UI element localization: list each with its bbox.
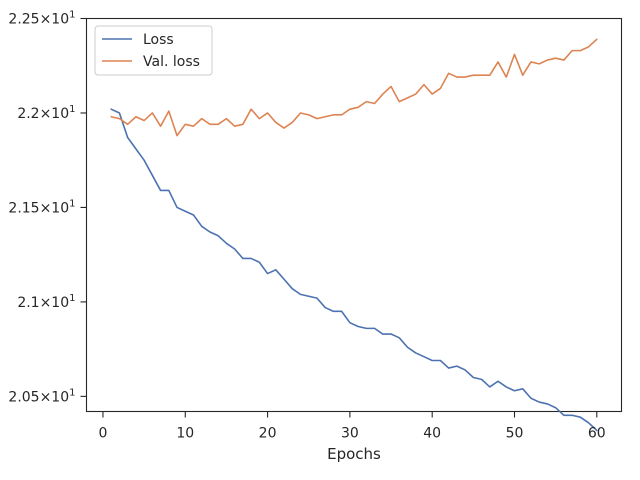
y-tick-label: 2.05×101 [8,387,75,405]
series-line-val-loss [110,38,598,137]
x-tick-label: 50 [506,426,524,442]
series-layer [110,38,598,432]
x-tick-label: 30 [341,426,359,442]
x-tick-label: 0 [99,426,108,442]
x-tick-label: 10 [176,426,194,442]
legend: Loss Val. loss [94,25,213,76]
x-axis-label: Epochs [327,445,381,463]
legend-label-loss: Loss [143,32,174,48]
y-tick-label: 2.1×101 [17,293,75,311]
series-line-loss [110,108,598,432]
y-tick-label: 2.2×101 [17,104,75,122]
x-tick-label: 60 [588,426,606,442]
y-axis: 2.05×101 2.1×101 2.15×101 2.2×101 2.25×101 [8,10,87,405]
x-tick-label: 20 [259,426,277,442]
y-tick-label: 2.15×101 [8,198,75,216]
legend-label-val-loss: Val. loss [143,54,200,70]
plot-frame [85,17,623,413]
y-tick-label: 2.25×101 [8,10,75,28]
x-tick-label: 40 [423,426,441,442]
x-axis: 0 10 20 30 40 50 60 [99,411,606,442]
